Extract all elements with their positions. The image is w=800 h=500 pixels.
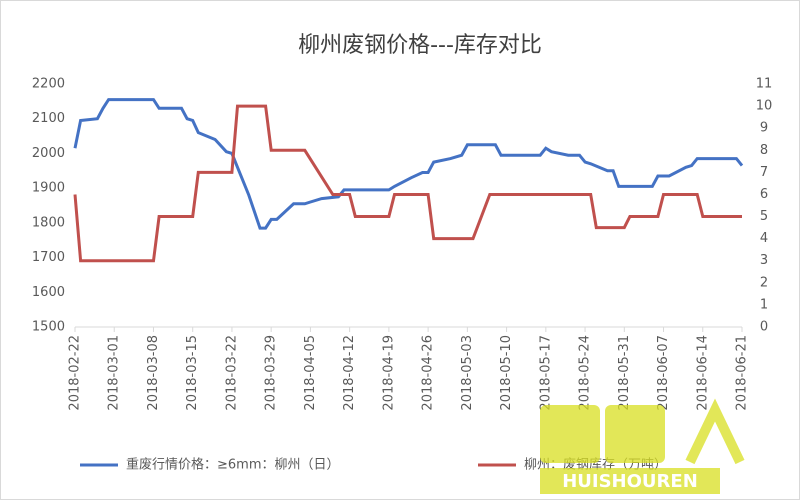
chart-title: 柳州废钢价格---库存对比 xyxy=(298,33,542,58)
x-tick-label: 2018-06-07 xyxy=(656,335,671,411)
x-tick-label: 2018-03-15 xyxy=(185,335,200,411)
y2-tick-label: 6 xyxy=(760,187,768,202)
x-tick-label: 2018-02-22 xyxy=(68,335,83,411)
y-tick-label: 2200 xyxy=(32,77,65,92)
y-tick-label: 1700 xyxy=(32,250,65,265)
watermark-logo: HUISHOUREN xyxy=(540,398,745,494)
series-line xyxy=(73,104,742,263)
y-tick-label: 1600 xyxy=(32,285,65,300)
legend-label: 重废行情价格：≥6mm：柳州（日） xyxy=(126,457,340,473)
y-tick-label: 2100 xyxy=(32,111,65,126)
x-tick-label: 2018-05-10 xyxy=(499,335,514,411)
y2-tick-label: 11 xyxy=(756,77,773,92)
watermark: HUISHOUREN xyxy=(562,471,698,492)
x-tick-label: 2018-03-01 xyxy=(107,335,122,411)
x-tick-label: 2018-04-12 xyxy=(342,335,357,411)
x-tick-label: 2018-05-03 xyxy=(460,335,475,411)
x-tick-label: 2018-03-29 xyxy=(264,335,279,411)
logo-box xyxy=(540,405,600,463)
x-tick-label: 2018-03-22 xyxy=(224,335,239,411)
series-line xyxy=(73,98,744,230)
x-tick-label: 2018-05-31 xyxy=(617,335,632,411)
x-tick-label: 2018-06-21 xyxy=(735,335,750,411)
x-tick-label: 2018-06-14 xyxy=(695,335,710,411)
logo-box xyxy=(605,405,665,463)
y-tick-label: 1500 xyxy=(32,320,65,335)
x-tick-label: 2018-04-19 xyxy=(381,335,396,411)
y-tick-label: 1800 xyxy=(32,215,65,230)
x-tick-label: 2018-05-17 xyxy=(538,335,553,411)
x-tick-label: 2018-04-05 xyxy=(303,335,318,411)
y2-tick-label: 3 xyxy=(760,253,768,268)
y2-tick-label: 5 xyxy=(760,209,768,224)
x-tick-label: 2018-03-08 xyxy=(146,335,161,411)
x-tick-label: 2018-04-26 xyxy=(421,335,436,411)
x-tick-label: 2018-05-24 xyxy=(578,335,593,411)
y2-tick-label: 9 xyxy=(760,121,768,136)
y2-tick-label: 2 xyxy=(760,275,768,290)
y2-tick-label: 7 xyxy=(760,165,768,180)
y-tick-label: 2000 xyxy=(32,146,65,161)
logo-shape xyxy=(685,398,745,465)
y-tick-label: 1900 xyxy=(32,181,65,196)
logo-bar xyxy=(540,468,720,494)
y2-tick-label: 4 xyxy=(760,231,768,246)
y2-tick-label: 10 xyxy=(756,99,773,114)
y2-tick-label: 1 xyxy=(760,297,768,312)
y2-tick-label: 8 xyxy=(760,143,768,158)
y2-tick-label: 0 xyxy=(760,320,768,335)
